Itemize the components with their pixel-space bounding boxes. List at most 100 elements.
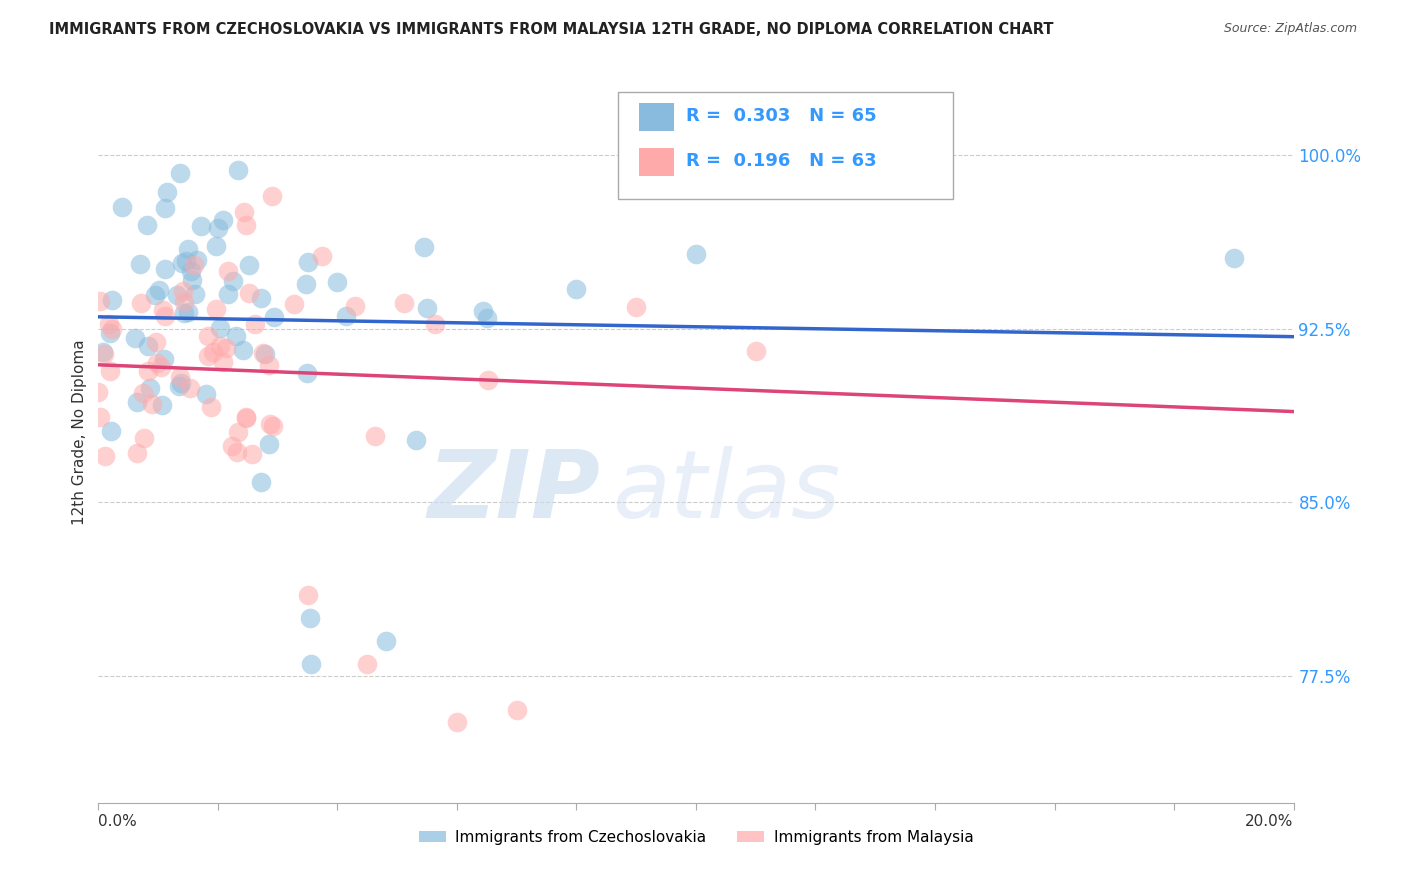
Point <box>93 449 115 463</box>
Point <box>745 344 768 359</box>
Point <box>93 346 115 360</box>
Point <box>134 431 156 445</box>
Point <box>250 475 273 489</box>
Point <box>222 274 245 288</box>
Point <box>257 437 280 451</box>
Point <box>172 256 194 270</box>
Point <box>423 317 446 331</box>
Point <box>124 331 146 345</box>
Point <box>91 344 114 359</box>
Point <box>262 418 284 433</box>
Point <box>374 633 396 648</box>
Point <box>135 219 157 233</box>
Point <box>259 417 281 431</box>
Point <box>477 373 499 387</box>
Point <box>183 258 205 272</box>
Point <box>250 291 273 305</box>
Point <box>131 386 153 401</box>
Text: atlas: atlas <box>613 446 841 537</box>
Point <box>101 322 124 336</box>
Point <box>298 610 321 624</box>
Point <box>97 317 120 331</box>
Point <box>475 311 498 326</box>
Point <box>225 329 247 343</box>
Point <box>565 282 588 296</box>
Point <box>169 166 191 180</box>
Point <box>98 326 121 340</box>
Text: R =  0.196   N = 63: R = 0.196 N = 63 <box>686 152 877 169</box>
Point <box>295 366 318 380</box>
Point <box>392 295 415 310</box>
Point <box>153 261 176 276</box>
Text: ZIP: ZIP <box>427 446 600 538</box>
Point <box>221 439 243 453</box>
Point <box>283 297 305 311</box>
Point <box>156 185 179 199</box>
Point <box>101 293 124 308</box>
Point <box>233 205 256 219</box>
Point <box>136 364 159 378</box>
Point <box>212 213 235 227</box>
Point <box>89 409 111 424</box>
Point <box>200 400 222 414</box>
Point <box>176 254 198 268</box>
Point <box>148 283 170 297</box>
Point <box>235 411 257 425</box>
Point <box>416 301 439 316</box>
Point <box>685 247 707 261</box>
Point <box>127 446 149 460</box>
Point <box>412 239 434 253</box>
Point <box>155 310 177 324</box>
Point <box>181 273 204 287</box>
Point <box>326 275 349 289</box>
Point <box>240 447 263 461</box>
Point <box>197 349 219 363</box>
Point <box>98 364 121 378</box>
Point <box>202 345 225 359</box>
Text: IMMIGRANTS FROM CZECHOSLOVAKIA VS IMMIGRANTS FROM MALAYSIA 12TH GRADE, NO DIPLOM: IMMIGRANTS FROM CZECHOSLOVAKIA VS IMMIGR… <box>49 22 1053 37</box>
Point <box>235 219 257 233</box>
Point <box>260 189 283 203</box>
Point <box>136 338 159 352</box>
Point <box>89 293 111 308</box>
Point <box>145 356 167 370</box>
Point <box>231 343 253 358</box>
Point <box>153 201 176 215</box>
Point <box>297 588 319 602</box>
Point <box>311 249 333 263</box>
Point <box>177 242 200 256</box>
Point <box>186 253 208 268</box>
Point <box>252 345 274 359</box>
Point <box>212 355 235 369</box>
Point <box>263 310 285 325</box>
Text: Source: ZipAtlas.com: Source: ZipAtlas.com <box>1223 22 1357 36</box>
Point <box>190 219 212 233</box>
Point <box>111 200 134 214</box>
Point <box>217 264 239 278</box>
Point <box>143 288 166 302</box>
Point <box>170 376 193 390</box>
Point <box>87 385 110 400</box>
Point <box>209 321 232 335</box>
Point <box>180 264 202 278</box>
Point <box>226 162 249 177</box>
Point <box>205 238 228 252</box>
Point <box>197 328 219 343</box>
Point <box>364 428 387 442</box>
Point <box>169 379 191 393</box>
Point <box>215 341 238 355</box>
FancyBboxPatch shape <box>619 92 953 200</box>
Point <box>254 347 277 361</box>
Point <box>129 295 152 310</box>
Point <box>257 358 280 372</box>
Point <box>172 284 194 298</box>
Point <box>207 221 229 235</box>
Point <box>238 258 260 272</box>
Point <box>217 287 239 301</box>
Point <box>173 306 195 320</box>
Y-axis label: 12th Grade, No Diploma: 12th Grade, No Diploma <box>72 340 87 525</box>
Text: R =  0.303   N = 65: R = 0.303 N = 65 <box>686 108 877 126</box>
Point <box>100 424 122 438</box>
Point <box>177 304 200 318</box>
Point <box>335 309 357 323</box>
